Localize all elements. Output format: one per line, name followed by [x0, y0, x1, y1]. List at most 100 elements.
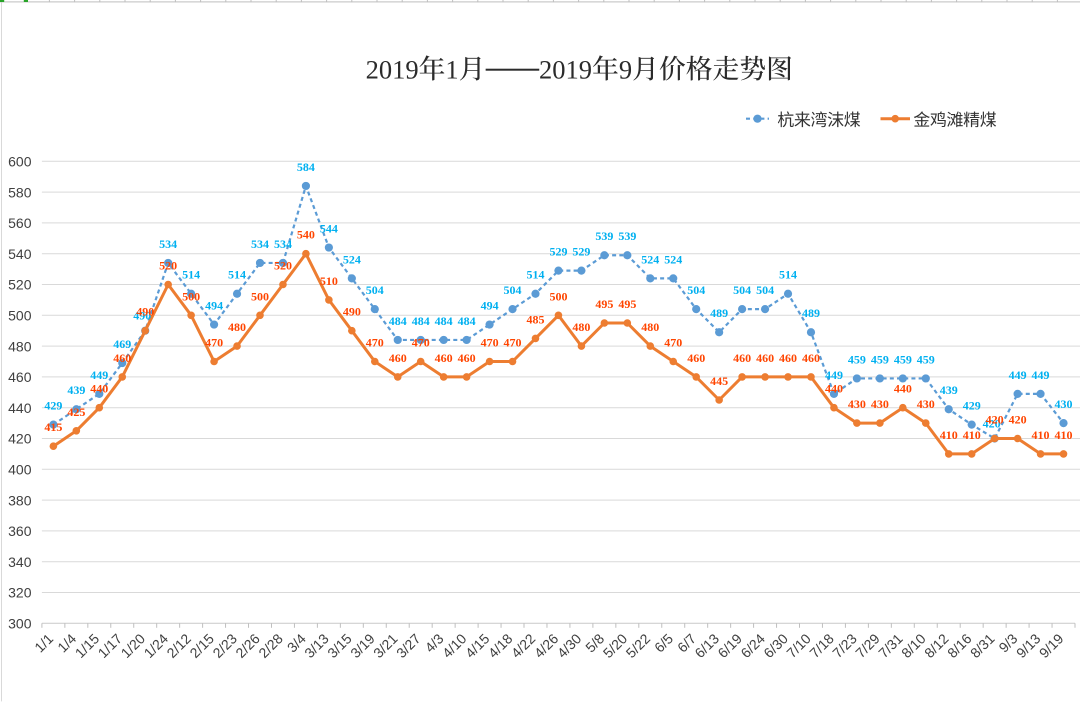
- svg-text:500: 500: [251, 289, 269, 303]
- svg-text:544: 544: [320, 222, 338, 236]
- svg-text:485: 485: [526, 312, 544, 326]
- svg-text:489: 489: [710, 306, 728, 320]
- svg-text:470: 470: [664, 336, 682, 350]
- svg-text:540: 540: [297, 228, 315, 242]
- svg-text:430: 430: [848, 397, 866, 411]
- svg-text:520: 520: [274, 259, 292, 273]
- svg-text:300: 300: [8, 616, 32, 632]
- svg-text:534: 534: [159, 237, 177, 251]
- svg-text:460: 460: [779, 351, 797, 365]
- svg-text:1: 1: [445, 54, 458, 84]
- svg-text:540: 540: [8, 246, 32, 262]
- svg-text:420: 420: [986, 413, 1004, 427]
- svg-text:449: 449: [1009, 368, 1027, 382]
- svg-text:460: 460: [8, 369, 32, 385]
- svg-text:520: 520: [8, 277, 32, 293]
- svg-text:470: 470: [412, 336, 430, 350]
- svg-text:500: 500: [8, 308, 32, 324]
- svg-text:460: 460: [435, 351, 453, 365]
- svg-text:459: 459: [871, 352, 889, 366]
- svg-text:440: 440: [8, 400, 32, 416]
- svg-text:9: 9: [619, 54, 632, 84]
- svg-text:524: 524: [664, 252, 682, 266]
- svg-text:484: 484: [458, 314, 476, 328]
- svg-text:440: 440: [90, 382, 108, 396]
- svg-text:514: 514: [182, 268, 200, 282]
- svg-text:460: 460: [389, 351, 407, 365]
- svg-text:340: 340: [8, 554, 32, 570]
- svg-text:490: 490: [136, 305, 154, 319]
- svg-text:529: 529: [549, 245, 567, 259]
- svg-text:420: 420: [983, 417, 1001, 431]
- svg-text:504: 504: [756, 283, 774, 297]
- svg-text:500: 500: [182, 289, 200, 303]
- svg-text:470: 470: [366, 336, 384, 350]
- svg-text:480: 480: [572, 320, 590, 334]
- svg-text:495: 495: [618, 297, 636, 311]
- svg-text:480: 480: [8, 338, 32, 354]
- svg-text:500: 500: [549, 289, 567, 303]
- svg-text:439: 439: [67, 383, 85, 397]
- svg-text:495: 495: [595, 297, 613, 311]
- svg-text:480: 480: [641, 320, 659, 334]
- svg-text:430: 430: [871, 397, 889, 411]
- svg-text:410: 410: [1055, 428, 1073, 442]
- svg-text:360: 360: [8, 523, 32, 539]
- svg-text:429: 429: [44, 399, 62, 413]
- svg-text:504: 504: [733, 283, 751, 297]
- svg-text:459: 459: [917, 352, 935, 366]
- svg-text:504: 504: [366, 283, 384, 297]
- svg-text:484: 484: [389, 314, 407, 328]
- svg-text:459: 459: [848, 352, 866, 366]
- svg-text:560: 560: [8, 215, 32, 231]
- svg-text:470: 470: [504, 336, 522, 350]
- svg-text:459: 459: [894, 352, 912, 366]
- svg-text:440: 440: [825, 382, 843, 396]
- svg-text:449: 449: [90, 368, 108, 382]
- svg-text:320: 320: [8, 585, 32, 601]
- svg-text:539: 539: [595, 229, 613, 243]
- svg-text:490: 490: [133, 309, 151, 323]
- svg-text:380: 380: [8, 492, 32, 508]
- svg-text:420: 420: [8, 431, 32, 447]
- svg-text:460: 460: [113, 351, 131, 365]
- svg-text:2019: 2019: [539, 54, 592, 84]
- svg-text:420: 420: [1009, 413, 1027, 427]
- svg-text:410: 410: [940, 428, 958, 442]
- svg-text:445: 445: [710, 374, 728, 388]
- svg-text:484: 484: [412, 314, 430, 328]
- svg-text:484: 484: [435, 314, 453, 328]
- svg-text:415: 415: [44, 420, 62, 434]
- svg-text:469: 469: [113, 337, 131, 351]
- svg-text:410: 410: [963, 428, 981, 442]
- svg-text:524: 524: [343, 252, 361, 266]
- svg-text:460: 460: [802, 351, 820, 365]
- svg-text:510: 510: [320, 274, 338, 288]
- svg-text:460: 460: [458, 351, 476, 365]
- svg-text:400: 400: [8, 462, 32, 478]
- svg-text:504: 504: [687, 283, 705, 297]
- svg-text:504: 504: [504, 283, 522, 297]
- svg-text:489: 489: [802, 306, 820, 320]
- svg-text:534: 534: [274, 237, 292, 251]
- svg-text:425: 425: [67, 405, 85, 419]
- svg-text:430: 430: [917, 397, 935, 411]
- svg-text:539: 539: [618, 229, 636, 243]
- svg-text:449: 449: [1032, 368, 1050, 382]
- svg-text:460: 460: [733, 351, 751, 365]
- svg-text:514: 514: [526, 268, 544, 282]
- svg-text:529: 529: [572, 245, 590, 259]
- svg-text:460: 460: [687, 351, 705, 365]
- svg-text:580: 580: [8, 184, 32, 200]
- svg-text:514: 514: [779, 268, 797, 282]
- svg-text:410: 410: [1032, 428, 1050, 442]
- svg-text:584: 584: [297, 160, 315, 174]
- svg-text:439: 439: [940, 383, 958, 397]
- svg-text:449: 449: [825, 368, 843, 382]
- svg-text:440: 440: [894, 382, 912, 396]
- svg-text:490: 490: [343, 305, 361, 319]
- svg-text:470: 470: [481, 336, 499, 350]
- svg-text:514: 514: [228, 268, 246, 282]
- svg-text:2019: 2019: [366, 54, 419, 84]
- svg-text:520: 520: [159, 259, 177, 273]
